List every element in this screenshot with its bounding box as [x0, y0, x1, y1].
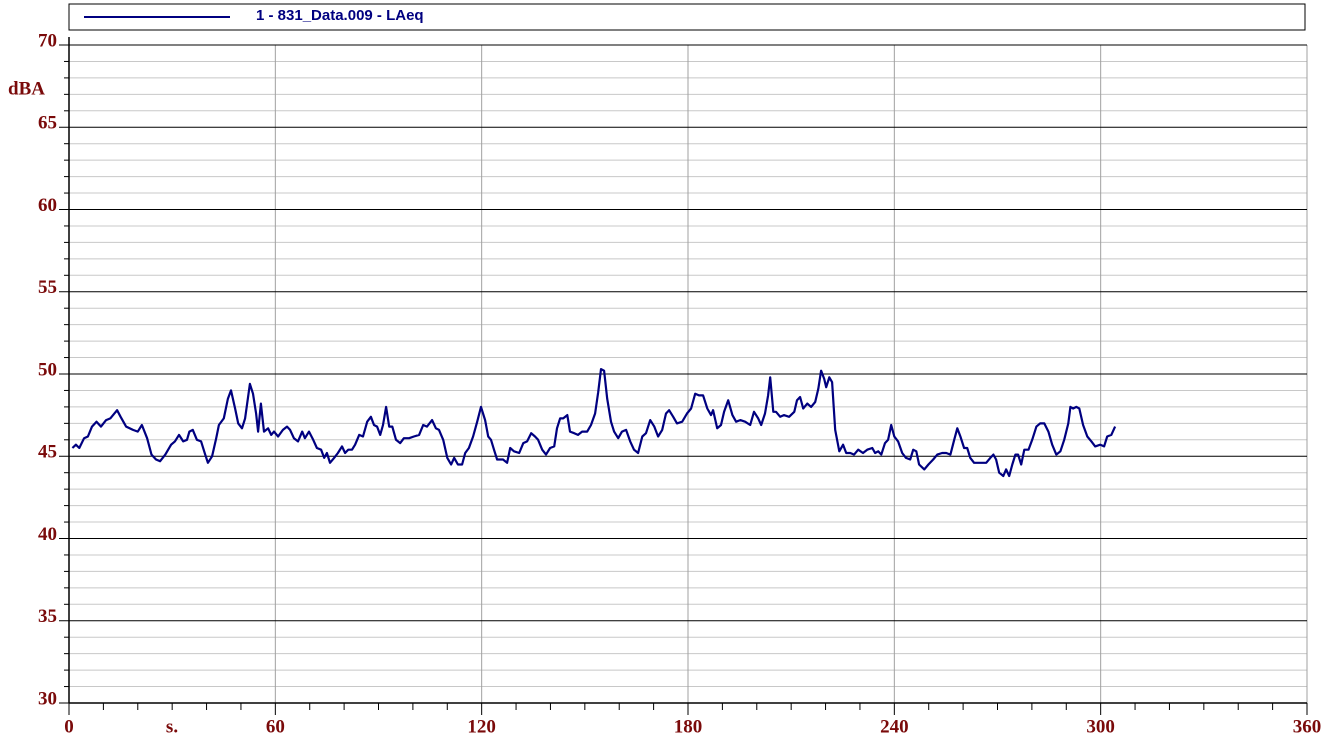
y-tick-label: 30	[38, 688, 57, 709]
x-tick-label: 240	[880, 716, 909, 737]
y-tick-label: 65	[38, 113, 57, 134]
x-tick-label: 360	[1293, 716, 1322, 737]
x-tick-label: 300	[1086, 716, 1115, 737]
y-tick-label: 35	[38, 606, 57, 627]
y-tick-label: 50	[38, 359, 57, 380]
legend-box	[68, 3, 1306, 31]
legend-label: 1 - 831_Data.009 - LAeq	[256, 7, 424, 24]
x-tick-label: 0	[64, 716, 74, 737]
x-tick-label: 180	[674, 716, 703, 737]
x-tick-label: 60	[266, 716, 285, 737]
y-tick-label: 40	[38, 524, 57, 545]
y-tick-label: 45	[38, 442, 57, 463]
data-line	[71, 368, 1117, 478]
x-tick-label: 120	[467, 716, 496, 737]
y-tick-label: 60	[38, 195, 57, 216]
x-axis-label: s.	[166, 716, 178, 737]
y-axis-label: dBA	[8, 78, 45, 99]
y-tick-label: 55	[38, 277, 57, 298]
y-tick-label: 70	[38, 30, 57, 51]
